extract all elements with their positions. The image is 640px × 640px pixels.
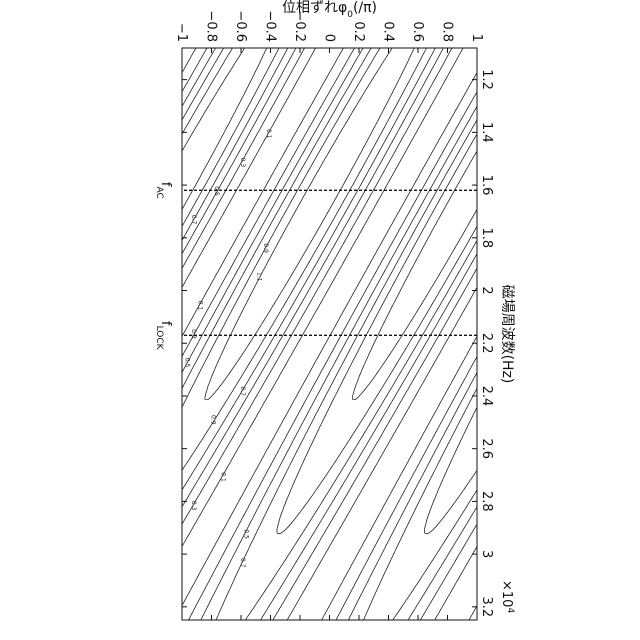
x-tick-label: 2.6 [479,438,494,459]
x-tick-label: 1.4 [479,122,494,143]
contour-label: 0.1 [196,301,203,311]
contour-label: 0.3 [239,158,246,168]
contour-label: 0.3 [190,501,197,511]
y-tick-label: −1 [174,23,189,42]
x-tick-label: 2.8 [479,491,494,512]
contour-label: 0.1 [265,129,272,139]
contour-label: 1.1 [255,272,262,282]
rotated-figure: 0.1 0.1 0.1 0.3 0.3 0.3 0.5 0.5 0.5 0.7 0.7 0.7 0.9 0… [154,0,515,620]
contour-label: 0.7 [239,558,246,568]
x-tick-label: 3.2 [479,596,494,617]
contour-label: 0.9 [210,415,217,425]
x-tick-label: 2.2 [479,333,494,354]
x-tick-label: 2 [479,286,494,294]
x-tick-label: 1.8 [479,227,494,248]
y-tick-label: 0.6 [410,21,425,42]
y-tick-label: 1 [469,34,484,42]
x-tick-label: 1.6 [479,175,494,196]
marker-label-fLOCK: fLOCK [154,321,173,351]
x-tick-label: 1.2 [479,69,494,90]
y-tick-label: −0.8 [204,10,219,42]
contour-label: 0.9 [262,243,269,253]
x-axis-label: 磁場周波数(Hz) [499,285,515,384]
axis-ticks: 1.2 1.4 1.6 1.8 2 2.2 2.4 2.6 2.8 3 3.2 −1 −0.8 −0.6−… [174,10,494,620]
contour-label: 0.5 [213,186,220,196]
contour-lines [182,48,477,620]
y-tick-label: 0.2 [351,21,366,42]
contour-label: 0.1 [219,472,226,482]
y-tick-label: 0.8 [440,21,455,42]
contour-label: 0.5 [242,529,249,539]
x-axis-exponent: ×104 [499,580,515,613]
x-tick-label: 3 [479,550,494,558]
contour-label: 0.7 [239,386,246,396]
y-tick-label: 0.4 [381,21,396,42]
contour-label: 0.7 [190,215,197,225]
y-tick-label: −0.6 [233,10,248,42]
y-tick-label: 0 [322,34,337,42]
contour-label: 0.5 [183,358,190,368]
contour-label: 0.3 [190,329,197,339]
x-tick-label: 2.4 [479,386,494,407]
y-tick-label: −0.4 [263,10,278,42]
marker-label-fAC: fAC [154,182,173,199]
